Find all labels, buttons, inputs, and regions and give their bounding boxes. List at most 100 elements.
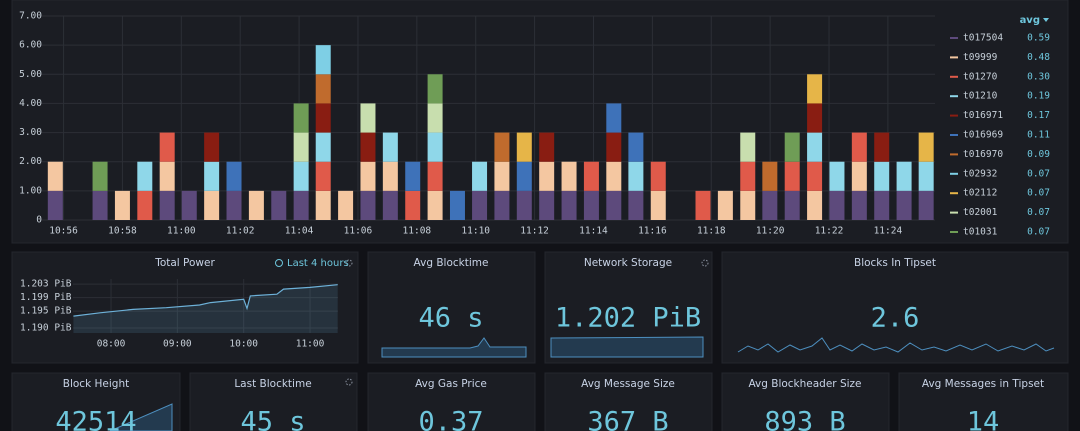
bar-segment (516, 132, 532, 162)
stat-value: 893 B (764, 407, 845, 431)
stat-value: 367 B (587, 407, 668, 431)
x-tick-label: 11:14 (579, 226, 608, 237)
time-range[interactable]: Last 4 hours (287, 258, 349, 269)
bar-segment (271, 190, 287, 220)
bar-segment (829, 190, 845, 220)
legend-label: t02932 (963, 168, 997, 179)
bar-segment (762, 161, 778, 191)
x-tick-label: 11:20 (756, 226, 785, 237)
bar-segment (92, 161, 108, 191)
x-tick-label: 11:06 (344, 226, 373, 237)
bar-segment (695, 190, 711, 220)
legend-label: t016970 (963, 149, 1003, 160)
legend-swatch (950, 211, 958, 214)
bar-segment (427, 132, 443, 162)
legend-swatch (950, 134, 958, 136)
bar-segment (293, 132, 309, 162)
bar-segment (204, 190, 220, 220)
bar-segment (92, 190, 108, 220)
panel-title: Total Power (154, 257, 215, 269)
y-tick-label: 4.00 (19, 98, 42, 109)
x-tick-label: 11:18 (697, 226, 726, 237)
spinner-icon (701, 259, 709, 267)
bar-segment (226, 161, 242, 191)
x-tick-label: 11:08 (403, 226, 432, 237)
stat-panel (544, 372, 713, 431)
bar-segment (204, 161, 220, 191)
bar-segment (740, 161, 756, 191)
stat-panel (898, 372, 1069, 431)
panel-title: Avg Blocktime (414, 257, 489, 269)
legend-value: 0.11 (1027, 130, 1050, 141)
panel-title: Block Height (63, 378, 129, 390)
stat-value: 46 s (418, 303, 483, 334)
bar-segment (807, 190, 823, 220)
legend-label: t02001 (963, 207, 998, 218)
legend-swatch (950, 231, 958, 233)
bar-segment (583, 190, 599, 220)
bar-segment (293, 103, 309, 133)
power-panel (11, 251, 359, 364)
x-tick-label: 11:00 (296, 339, 325, 350)
x-tick-label: 09:00 (163, 339, 192, 350)
bar-segment (472, 161, 488, 191)
y-tick-label: 1.190 PiB (20, 322, 72, 333)
line (73, 284, 338, 317)
bar-segment (918, 161, 934, 191)
bar-segment (315, 161, 331, 191)
bar-segment (315, 103, 331, 133)
bar-segment (874, 161, 890, 191)
stat-value: 2.6 (871, 303, 920, 334)
legend-swatch (950, 56, 958, 59)
bar-segment (516, 190, 532, 220)
legend-swatch (950, 114, 958, 117)
x-tick-label: 10:58 (108, 226, 137, 237)
legend-swatch (950, 95, 958, 98)
bar-segment (382, 161, 398, 191)
bar-segment (472, 190, 488, 220)
bar-segment (226, 190, 242, 220)
bar-segment (762, 190, 778, 220)
bar-segment (561, 161, 577, 191)
bar-segment (114, 190, 130, 220)
legend-label: t01210 (963, 91, 998, 102)
legend-value: 0.30 (1027, 71, 1050, 82)
spinner-icon (345, 259, 353, 267)
legend-value: 0.59 (1027, 33, 1050, 44)
panel-title: Network Storage (584, 257, 672, 269)
bar-segment (583, 161, 599, 191)
bar-segment (606, 132, 622, 162)
bar-segment (293, 190, 309, 220)
bar-segment (851, 190, 867, 220)
sparkline (550, 336, 704, 358)
bar-segment (315, 190, 331, 220)
legend-header[interactable]: avg (1020, 15, 1040, 26)
x-tick-label: 11:00 (167, 226, 196, 237)
bar-segment (650, 161, 666, 191)
legend-label: t02112 (963, 188, 997, 199)
y-tick-label: 3.00 (19, 127, 42, 138)
bar-segment (851, 132, 867, 162)
sparkline (737, 337, 1055, 353)
bar-segment (494, 132, 510, 162)
x-tick-label: 10:00 (229, 339, 258, 350)
panel-title: Blocks In Tipset (854, 257, 936, 269)
stat-panel (721, 251, 1069, 364)
bar-segment (494, 190, 510, 220)
bar-segment (650, 190, 666, 220)
bar-segment (405, 190, 421, 220)
legend-value: 0.17 (1027, 110, 1050, 121)
bar-segment (807, 132, 823, 162)
legend-label: t017504 (963, 33, 1003, 44)
bar-segment (628, 190, 644, 220)
y-tick-label: 7.00 (19, 11, 42, 22)
sparkline (381, 337, 527, 358)
bar-segment (315, 74, 331, 104)
bar-segment (47, 190, 63, 220)
bar-segment (740, 132, 756, 162)
bar-segment (204, 132, 220, 162)
x-tick-label: 11:02 (226, 226, 255, 237)
bar-segment (784, 190, 800, 220)
bar-segment (382, 190, 398, 220)
